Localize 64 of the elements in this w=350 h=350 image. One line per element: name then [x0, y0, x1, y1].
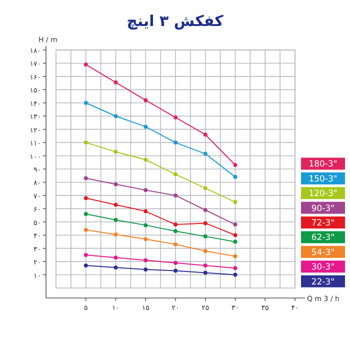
- point: [233, 240, 238, 244]
- point: [233, 233, 238, 238]
- point: [84, 140, 88, 145]
- point: [203, 208, 208, 212]
- point: [174, 172, 178, 176]
- point: [144, 188, 148, 192]
- point: [84, 212, 88, 216]
- point: [84, 228, 88, 232]
- point: [233, 254, 238, 258]
- point: [174, 115, 178, 120]
- point: [233, 163, 238, 168]
- point: [114, 256, 118, 260]
- point: [233, 266, 238, 270]
- point: [144, 98, 148, 102]
- chart-title: کفکش ۳ اینچ: [126, 12, 224, 30]
- point: [203, 264, 208, 268]
- point: [203, 132, 208, 137]
- point: [174, 229, 178, 234]
- point: [144, 158, 148, 162]
- point: [84, 62, 88, 67]
- point: [203, 248, 208, 253]
- text: 72-3": [311, 218, 335, 228]
- point: [233, 174, 238, 179]
- point: [174, 193, 178, 198]
- point: [203, 221, 208, 226]
- point: [144, 124, 148, 129]
- point: [144, 258, 148, 262]
- text: 30-3": [311, 262, 335, 273]
- point: [174, 140, 178, 145]
- text: 150-3": [308, 174, 338, 184]
- text: 90-3": [311, 204, 335, 214]
- point: [144, 267, 148, 272]
- point: [114, 266, 118, 270]
- point: [84, 100, 88, 105]
- text: 180-3": [308, 160, 338, 170]
- point: [203, 270, 208, 275]
- point: [233, 200, 238, 204]
- point: [203, 234, 208, 238]
- point: [114, 218, 118, 222]
- point: [144, 223, 148, 228]
- point: [84, 264, 88, 268]
- text: 54-3": [311, 248, 335, 258]
- point: [203, 186, 208, 190]
- point: [144, 209, 148, 214]
- point: [203, 152, 208, 156]
- text: 62-3": [311, 233, 335, 244]
- point: [114, 114, 118, 118]
- point: [233, 222, 238, 227]
- point: [84, 252, 88, 257]
- point: [84, 196, 88, 200]
- point: [114, 182, 118, 186]
- point: [174, 242, 178, 246]
- point: [174, 260, 178, 265]
- point: [114, 232, 118, 236]
- point: [114, 150, 118, 154]
- point: [174, 222, 178, 227]
- point: [233, 272, 238, 277]
- point: [144, 237, 148, 242]
- point: [84, 176, 88, 180]
- text: 22-3": [311, 277, 335, 288]
- point: [114, 80, 118, 84]
- point: [114, 202, 118, 207]
- point: [174, 268, 178, 273]
- text: 120-3": [308, 189, 338, 200]
